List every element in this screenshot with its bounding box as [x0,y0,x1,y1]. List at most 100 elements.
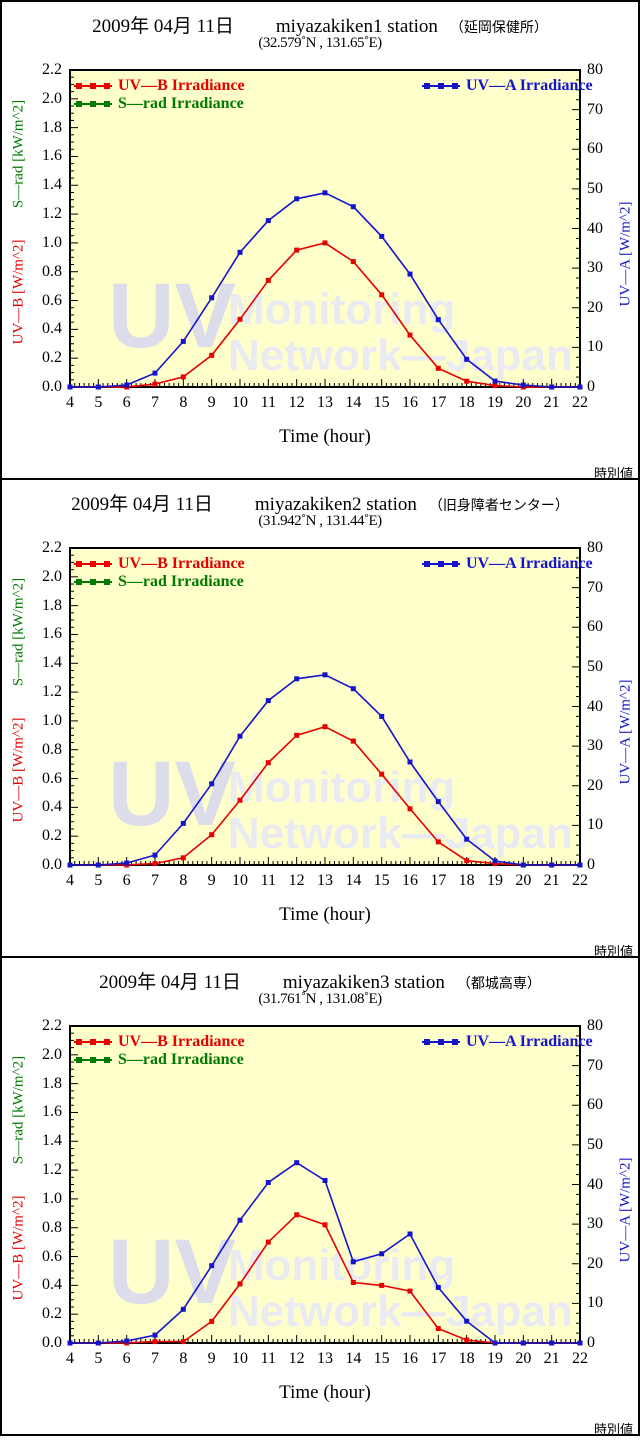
tick-label: 0.4 [42,320,62,338]
tick-label: 19 [487,394,503,411]
tick-label: 40 [587,1175,603,1193]
station-name: miyazakiken3 station [282,972,445,993]
uvb-line-marker-icon [74,1039,112,1045]
legend-item-uva: UV—A Irradiance [422,555,593,573]
legend-label-uva: UV—A Irradiance [466,77,593,94]
tick-label: 21 [543,394,560,411]
x-axis-tick-labels: 4 5 6 7 8 9 10 11 12 13 14 15 16 17 18 19 20 21 22 [66,1350,588,1371]
tick-label: 12 [288,1350,305,1367]
x-axis-tick-labels: 4 5 6 7 8 9 10 11 12 13 14 15 16 17 18 19 20 21 22 [66,872,588,893]
hourly-values-note: 時別値 [593,1422,633,1436]
tick-label: 9 [207,1350,216,1367]
tick-label: 80 [587,1017,603,1034]
tick-label: 70 [587,100,603,118]
legend-item-srad: S—rad Irradiance [74,573,245,591]
legend-item-uva: UV—A Irradiance [422,77,593,95]
tick-label: 22 [572,394,588,411]
tick-label: 15 [373,394,390,411]
x-axis-title: Time (hour) [279,904,371,925]
tick-label: 0.6 [42,1247,62,1265]
watermark-network-japan-text: Network—Japan [228,1287,573,1336]
tick-label: 70 [587,578,603,596]
tick-label: 19 [487,872,503,889]
tick-label: 50 [587,657,603,675]
tick-label: 14 [345,1350,362,1367]
watermark-uv-text: UV [108,265,236,367]
tick-label: 2.0 [42,567,62,585]
tick-label: 6 [122,872,131,889]
tick-label: 60 [587,140,603,158]
legend-label-uvb: UV—B Irradiance [118,77,245,94]
tick-label: 2.0 [42,1045,62,1063]
date-label: 2009年 04月 11日 [71,494,213,515]
legend-item-uvb: UV—B Irradiance [74,77,245,95]
panel-title: 2009年 04月 11日 miyazakiken2 station （旧身障者… [2,489,638,516]
tick-label: 20 [515,872,532,889]
tick-label: 9 [207,872,216,889]
watermark-monitoring-text: Monitoring [228,285,456,334]
right-axis-tick-labels: 80 70 60 50 40 30 20 10 0 [587,1018,637,1351]
legend-label-uvb: UV—B Irradiance [118,555,245,572]
tick-label: 18 [458,394,475,411]
tick-label: 21 [543,872,560,889]
legend-right: UV—A Irradiance [422,1033,593,1051]
tick-label: 20 [587,1254,603,1272]
watermark: UV Monitoring Network—Japan [70,1026,580,1343]
legend-left: UV—B Irradiance S—rad Irradiance [74,77,245,113]
tick-label: 10 [587,816,603,834]
right-axis-tick-labels: 80 70 60 50 40 30 20 10 0 [587,540,637,873]
tick-label: 0.8 [42,740,62,758]
legend-label-srad: S—rad Irradiance [118,573,244,590]
station-chart-panel: 2009年 04月 11日 miyazakiken1 station （延岡保健… [0,0,640,480]
tick-label: 7 [151,872,159,889]
tick-label: 6 [122,1350,131,1367]
tick-label: 11 [260,1350,277,1367]
tick-label: 12 [288,872,305,889]
tick-label: 30 [587,1215,603,1233]
tick-label: 11 [260,394,277,411]
tick-label: 2.2 [42,1017,62,1034]
tick-label: 13 [317,872,333,889]
panel-title: 2009年 04月 11日 miyazakiken1 station （延岡保健… [2,11,638,38]
tick-label: 7 [151,1350,159,1367]
tick-label: 1.2 [42,683,62,701]
tick-label: 60 [587,618,603,636]
tick-label: 50 [587,1135,603,1153]
tick-label: 1.0 [42,1189,62,1207]
tick-label: 0.2 [42,349,62,367]
x-axis-title: Time (hour) [279,426,371,447]
station-name-japanese: （延岡保健所） [449,21,548,36]
legend-label-srad: S—rad Irradiance [118,1051,244,1068]
left-axis-label-srad: S—rad [kW/m^2] [10,577,27,687]
tick-label: 60 [587,1096,603,1114]
hourly-values-note: 時別値 [593,466,633,480]
tick-label: 20 [515,1350,532,1367]
legend-item-uva: UV—A Irradiance [422,1033,593,1051]
watermark-uv-text: UV [108,743,236,845]
right-axis-label-uva: UV—A [W/m^2] [617,201,634,307]
tick-label: 0.2 [42,1305,62,1323]
tick-label: 0 [587,1334,595,1351]
watermark: UV Monitoring Network—Japan [70,70,580,387]
tick-label: 1.4 [42,1132,62,1150]
tick-label: 13 [317,394,333,411]
tick-label: 14 [345,394,362,411]
tick-label: 22 [572,872,588,889]
line-chart-canvas [67,1025,583,1346]
right-axis-tick-labels: 80 70 60 50 40 30 20 10 0 [587,62,637,395]
left-axis-label-uvb: UV—B [W/m^2] [10,1195,27,1301]
legend-label-srad: S—rad Irradiance [118,95,244,112]
tick-label: 22 [572,1350,588,1367]
tick-label: 18 [458,872,475,889]
srad-line-marker-icon [74,1057,112,1063]
left-axis-label-srad: S—rad [kW/m^2] [10,99,27,209]
watermark-network-japan-text: Network—Japan [228,809,573,858]
tick-label: 13 [317,1350,333,1367]
tick-label: 0 [587,856,595,873]
legend-item-uvb: UV—B Irradiance [74,1033,245,1051]
left-axis-label-srad: S—rad [kW/m^2] [10,1055,27,1165]
watermark: UV Monitoring Network—Japan [70,548,580,865]
tick-label: 0.6 [42,769,62,787]
station-chart-panel: 2009年 04月 11日 miyazakiken2 station （旧身障者… [0,478,640,958]
tick-label: 18 [458,1350,475,1367]
